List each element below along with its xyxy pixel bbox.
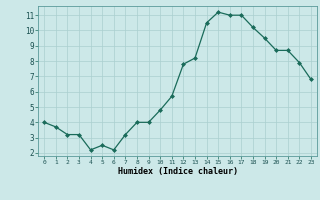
X-axis label: Humidex (Indice chaleur): Humidex (Indice chaleur) (118, 167, 238, 176)
